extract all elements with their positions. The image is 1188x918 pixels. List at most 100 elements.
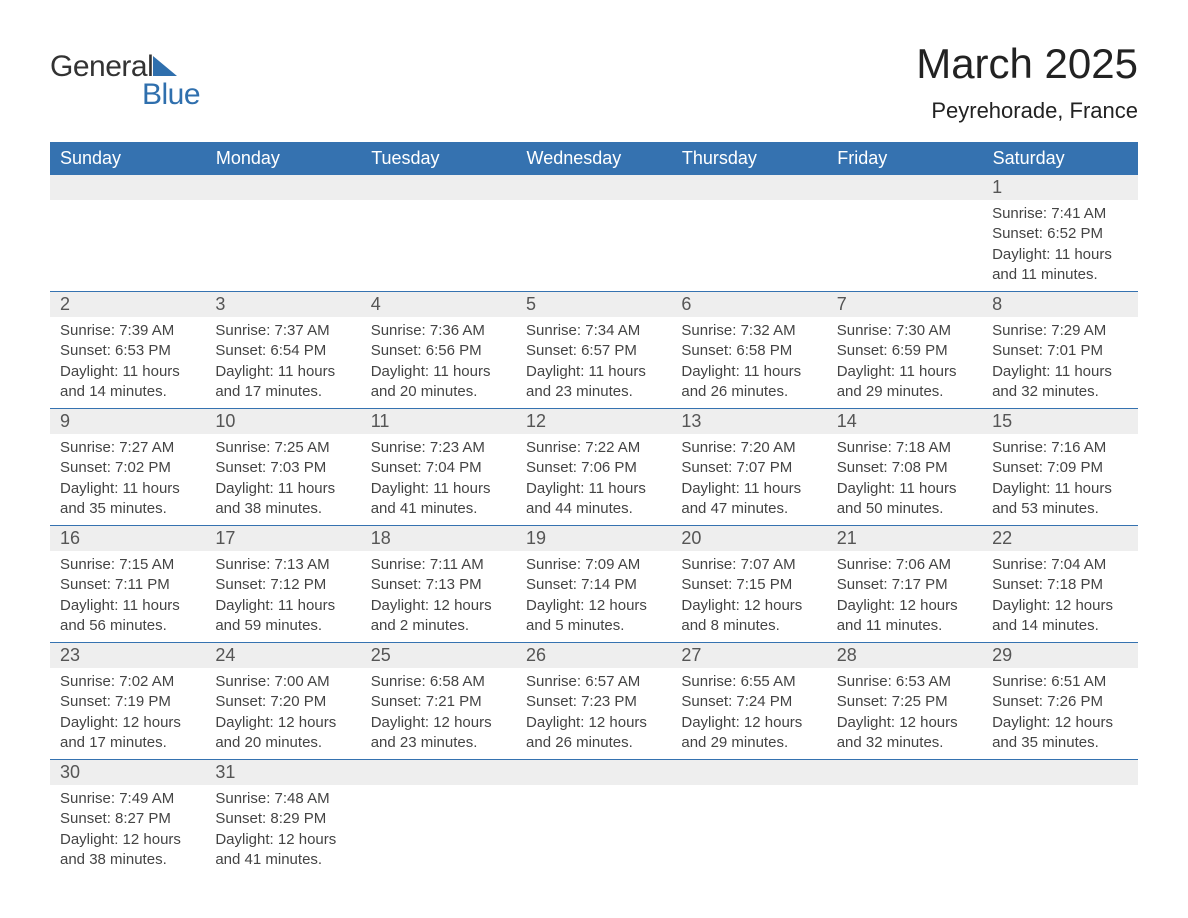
daylight-text: Daylight: 11 hours and 14 minutes.: [60, 362, 195, 403]
brand-word-1: General: [50, 50, 153, 84]
sunset-text: Sunset: 7:19 PM: [60, 692, 195, 712]
sunset-text: Sunset: 7:13 PM: [371, 575, 506, 595]
weekday-header: Monday: [205, 142, 360, 175]
day-number-cell: 15: [982, 409, 1137, 435]
day-detail-cell: Sunrise: 7:48 AMSunset: 8:29 PMDaylight:…: [205, 785, 360, 876]
sunrise-text: Sunrise: 6:51 AM: [992, 672, 1127, 692]
day-number: 7: [837, 294, 847, 314]
day-detail-cell: Sunrise: 7:32 AMSunset: 6:58 PMDaylight:…: [671, 317, 826, 409]
sunset-text: Sunset: 6:59 PM: [837, 341, 972, 361]
day-number-cell: 9: [50, 409, 205, 435]
sunrise-text: Sunrise: 7:27 AM: [60, 438, 195, 458]
daylight-text: Daylight: 12 hours and 17 minutes.: [60, 713, 195, 754]
sunset-text: Sunset: 7:24 PM: [681, 692, 816, 712]
daylight-text: Daylight: 12 hours and 20 minutes.: [215, 713, 350, 754]
day-number: 9: [60, 411, 70, 431]
day-number: 16: [60, 528, 80, 548]
sunrise-text: Sunrise: 7:18 AM: [837, 438, 972, 458]
day-number-row: 23242526272829: [50, 643, 1138, 669]
day-number: 3: [215, 294, 225, 314]
day-number: 20: [681, 528, 701, 548]
sunrise-text: Sunrise: 7:11 AM: [371, 555, 506, 575]
day-number: 17: [215, 528, 235, 548]
sunset-text: Sunset: 7:17 PM: [837, 575, 972, 595]
sunset-text: Sunset: 7:18 PM: [992, 575, 1127, 595]
day-detail-cell: [827, 785, 982, 876]
day-number-cell: [516, 175, 671, 200]
sunrise-text: Sunrise: 7:04 AM: [992, 555, 1127, 575]
day-number-cell: 11: [361, 409, 516, 435]
day-detail-cell: Sunrise: 7:23 AMSunset: 7:04 PMDaylight:…: [361, 434, 516, 526]
day-detail-cell: Sunrise: 7:39 AMSunset: 6:53 PMDaylight:…: [50, 317, 205, 409]
day-number-cell: 19: [516, 526, 671, 552]
daylight-text: Daylight: 12 hours and 8 minutes.: [681, 596, 816, 637]
day-number-row: 3031: [50, 760, 1138, 786]
sunset-text: Sunset: 7:08 PM: [837, 458, 972, 478]
day-number-cell: 4: [361, 292, 516, 318]
day-number: 28: [837, 645, 857, 665]
day-detail-cell: [50, 200, 205, 292]
sunrise-text: Sunrise: 7:30 AM: [837, 321, 972, 341]
sunrise-text: Sunrise: 7:07 AM: [681, 555, 816, 575]
day-number-cell: 3: [205, 292, 360, 318]
brand-triangle-icon: [153, 56, 177, 76]
sunset-text: Sunset: 6:54 PM: [215, 341, 350, 361]
day-detail-cell: Sunrise: 7:29 AMSunset: 7:01 PMDaylight:…: [982, 317, 1137, 409]
daylight-text: Daylight: 11 hours and 26 minutes.: [681, 362, 816, 403]
day-number: 25: [371, 645, 391, 665]
day-number-row: 9101112131415: [50, 409, 1138, 435]
day-number-cell: 5: [516, 292, 671, 318]
day-number: 23: [60, 645, 80, 665]
day-detail-cell: Sunrise: 7:36 AMSunset: 6:56 PMDaylight:…: [361, 317, 516, 409]
sunrise-text: Sunrise: 7:41 AM: [992, 204, 1127, 224]
day-detail-cell: Sunrise: 7:30 AMSunset: 6:59 PMDaylight:…: [827, 317, 982, 409]
day-detail-row: Sunrise: 7:02 AMSunset: 7:19 PMDaylight:…: [50, 668, 1138, 760]
day-number-cell: [361, 175, 516, 200]
sunrise-text: Sunrise: 7:20 AM: [681, 438, 816, 458]
day-detail-cell: [516, 785, 671, 876]
sunrise-text: Sunrise: 7:25 AM: [215, 438, 350, 458]
day-detail-cell: Sunrise: 7:49 AMSunset: 8:27 PMDaylight:…: [50, 785, 205, 876]
daylight-text: Daylight: 12 hours and 14 minutes.: [992, 596, 1127, 637]
daylight-text: Daylight: 11 hours and 20 minutes.: [371, 362, 506, 403]
brand-word-2: Blue: [142, 78, 200, 112]
day-number: 1: [992, 177, 1002, 197]
day-number-cell: [982, 760, 1137, 786]
sunset-text: Sunset: 7:03 PM: [215, 458, 350, 478]
sunrise-text: Sunrise: 7:22 AM: [526, 438, 661, 458]
day-detail-row: Sunrise: 7:41 AMSunset: 6:52 PMDaylight:…: [50, 200, 1138, 292]
day-number-cell: [671, 175, 826, 200]
sunrise-text: Sunrise: 7:23 AM: [371, 438, 506, 458]
day-detail-cell: Sunrise: 7:34 AMSunset: 6:57 PMDaylight:…: [516, 317, 671, 409]
day-number: 22: [992, 528, 1012, 548]
daylight-text: Daylight: 11 hours and 44 minutes.: [526, 479, 661, 520]
daylight-text: Daylight: 12 hours and 23 minutes.: [371, 713, 506, 754]
sunset-text: Sunset: 7:02 PM: [60, 458, 195, 478]
sunrise-text: Sunrise: 6:55 AM: [681, 672, 816, 692]
sunset-text: Sunset: 7:12 PM: [215, 575, 350, 595]
brand-logo: General Blue: [50, 50, 200, 112]
day-detail-cell: Sunrise: 7:18 AMSunset: 7:08 PMDaylight:…: [827, 434, 982, 526]
weekday-header: Sunday: [50, 142, 205, 175]
day-detail-cell: Sunrise: 7:37 AMSunset: 6:54 PMDaylight:…: [205, 317, 360, 409]
day-detail-row: Sunrise: 7:27 AMSunset: 7:02 PMDaylight:…: [50, 434, 1138, 526]
day-number: 12: [526, 411, 546, 431]
day-detail-cell: Sunrise: 7:09 AMSunset: 7:14 PMDaylight:…: [516, 551, 671, 643]
sunset-text: Sunset: 7:07 PM: [681, 458, 816, 478]
day-number-cell: 20: [671, 526, 826, 552]
day-detail-cell: Sunrise: 7:22 AMSunset: 7:06 PMDaylight:…: [516, 434, 671, 526]
sunset-text: Sunset: 7:06 PM: [526, 458, 661, 478]
day-number-cell: [50, 175, 205, 200]
sunrise-text: Sunrise: 7:34 AM: [526, 321, 661, 341]
day-number: 19: [526, 528, 546, 548]
daylight-text: Daylight: 11 hours and 35 minutes.: [60, 479, 195, 520]
day-number-cell: [361, 760, 516, 786]
day-detail-cell: Sunrise: 6:58 AMSunset: 7:21 PMDaylight:…: [361, 668, 516, 760]
day-detail-cell: Sunrise: 7:11 AMSunset: 7:13 PMDaylight:…: [361, 551, 516, 643]
day-number: 2: [60, 294, 70, 314]
sunrise-text: Sunrise: 7:48 AM: [215, 789, 350, 809]
day-number: 6: [681, 294, 691, 314]
daylight-text: Daylight: 11 hours and 17 minutes.: [215, 362, 350, 403]
sunset-text: Sunset: 7:04 PM: [371, 458, 506, 478]
day-number-cell: 17: [205, 526, 360, 552]
